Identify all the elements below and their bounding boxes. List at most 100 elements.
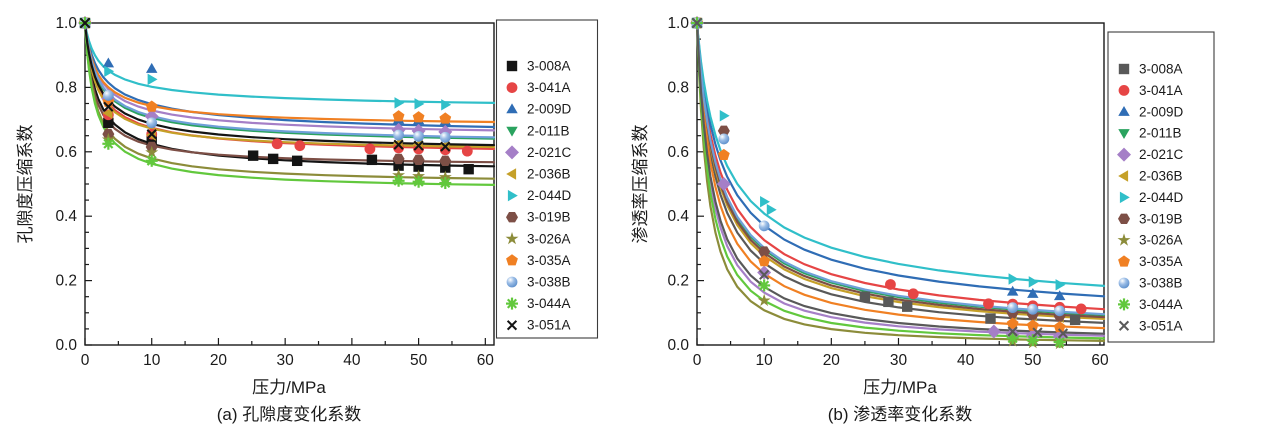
- x-tick-label: 50: [410, 352, 428, 369]
- x-tick-label: 10: [756, 352, 774, 369]
- marker-square: [506, 60, 518, 72]
- marker-triangle-left: [102, 107, 113, 119]
- y-tick-label: 0.6: [55, 144, 77, 161]
- legend-label: 2-009D: [1139, 104, 1184, 119]
- legend-entry-2-036B: 2-036B: [506, 167, 571, 182]
- marker-square: [413, 161, 424, 172]
- legend-entry-3-044A: 3-044A: [506, 296, 571, 311]
- legend-entry-3-044A: 3-044A: [1118, 297, 1183, 312]
- marker-x: [1057, 328, 1069, 339]
- legend: 3-008A 3-041A 2-009D 2-011B 2-021C 2-036B 2-04…: [1107, 31, 1215, 343]
- marker-x: [1007, 326, 1018, 337]
- y-tick-label: 1.0: [55, 15, 77, 32]
- marker-triangle-right: [507, 189, 518, 202]
- marker-diamond: [986, 324, 1001, 339]
- x-axis-label-a: 压力/MPa: [252, 378, 326, 397]
- legend-entry-3-019B: 3-019B: [1118, 211, 1183, 226]
- x-tick-label: 60: [477, 352, 495, 369]
- marker-square: [366, 154, 378, 166]
- caption-b: (b) 渗透率变化系数: [828, 405, 973, 424]
- marker-triangle-down: [1118, 129, 1130, 139]
- y-axis-label-a: 孔隙度压缩系数: [16, 125, 35, 244]
- marker-triangle-up: [146, 62, 158, 73]
- legend-entry-2-044D: 2-044D: [1119, 190, 1184, 205]
- marker-x: [506, 320, 518, 331]
- chart-b-plot: 0 10 20 30 40 50 600.00.20.40.60.81.03-008A3-0…: [667, 15, 1215, 369]
- ticks: [84, 22, 486, 346]
- marker-circle: [983, 298, 994, 310]
- curve-2-009D: [695, 21, 1106, 298]
- marker-pentagon: [145, 100, 158, 112]
- marker-square: [267, 153, 279, 165]
- marker-x: [1032, 327, 1043, 338]
- marker-circle: [1118, 85, 1130, 96]
- points-3-051A: [691, 17, 1069, 339]
- legend-entry-3-051A: 3-051A: [506, 318, 571, 333]
- caption-a: (a) 孔隙度变化系数: [217, 405, 362, 424]
- marker-x: [79, 17, 91, 29]
- marker-ball: [1027, 303, 1039, 315]
- legend-label: 3-035A: [527, 253, 571, 268]
- curve-3-026A: [83, 21, 496, 180]
- marker-circle: [461, 145, 473, 157]
- legend-entry-3-026A: 3-026A: [1117, 233, 1183, 248]
- curve-3-008A: [695, 21, 1106, 324]
- curve-3-051A: [83, 21, 496, 147]
- legend-entry-3-035A: 3-035A: [506, 253, 571, 268]
- legend-label: 3-019B: [527, 210, 571, 225]
- legend-label: 3-035A: [1139, 254, 1183, 269]
- marker-x: [1118, 320, 1130, 331]
- points-3-038B: [79, 17, 451, 143]
- curve-2-036B: [695, 21, 1106, 320]
- marker-triangle-right: [760, 195, 770, 208]
- marker-triangle-right: [1028, 276, 1039, 288]
- y-axis-label-b: 渗透率压缩系数: [631, 125, 650, 244]
- marker-square: [103, 117, 114, 129]
- marker-pentagon: [1026, 319, 1039, 331]
- marker-star: [145, 145, 159, 158]
- curve-3-026A: [695, 21, 1106, 342]
- marker-ball: [102, 90, 114, 101]
- legend-label: 3-026A: [527, 231, 571, 246]
- marker-circle: [907, 288, 919, 300]
- marker-circle: [294, 140, 306, 152]
- fitted-curves: [83, 21, 496, 186]
- legend-entry-2-009D: 2-009D: [1118, 104, 1184, 119]
- x-tick-label: 0: [81, 352, 90, 369]
- legend-label: 2-021C: [527, 145, 572, 160]
- marker-x: [146, 128, 157, 140]
- marker-ball: [718, 133, 730, 145]
- marker-star: [1117, 233, 1131, 246]
- marker-circle: [1075, 303, 1087, 315]
- legend-box: [1107, 31, 1215, 343]
- marker-ball: [1054, 305, 1066, 317]
- marker-hexagon: [758, 246, 771, 257]
- marker-asterisk: [102, 137, 115, 150]
- marker-square: [1118, 63, 1130, 75]
- marker-pentagon: [758, 255, 771, 267]
- tick-labels: 0 10 20 30 40 50 60 0.0 0.2 0.4 0.6 0.8 1.0: [667, 15, 1109, 369]
- marker-ball: [1118, 277, 1130, 289]
- marker-square: [985, 313, 996, 324]
- legend-label: 3-051A: [527, 318, 571, 333]
- marker-asterisk: [392, 174, 405, 187]
- x-axis-label-b: 压力/MPa: [863, 378, 937, 397]
- curve-2-011B: [695, 21, 1106, 317]
- y-tick-label: 0.0: [667, 337, 689, 354]
- legend-entry-2-021C: 2-021C: [1117, 147, 1184, 162]
- marker-ball: [1007, 302, 1019, 314]
- marker-triangle-right: [1008, 273, 1019, 285]
- marker-hexagon: [412, 154, 425, 166]
- marker-triangle-down: [506, 126, 518, 137]
- y-tick-label: 0.8: [667, 79, 689, 96]
- marker-asterisk: [1006, 332, 1019, 345]
- marker-square: [247, 150, 259, 161]
- marker-triangle-right: [147, 73, 158, 86]
- marker-asterisk: [506, 297, 518, 310]
- legend-entry-3-008A: 3-008A: [1118, 62, 1183, 77]
- marker-triangle-up: [102, 57, 115, 68]
- legend-entry-3-038B: 3-038B: [1118, 276, 1183, 291]
- legend-label: 3-026A: [1139, 233, 1183, 248]
- marker-ball: [758, 220, 770, 232]
